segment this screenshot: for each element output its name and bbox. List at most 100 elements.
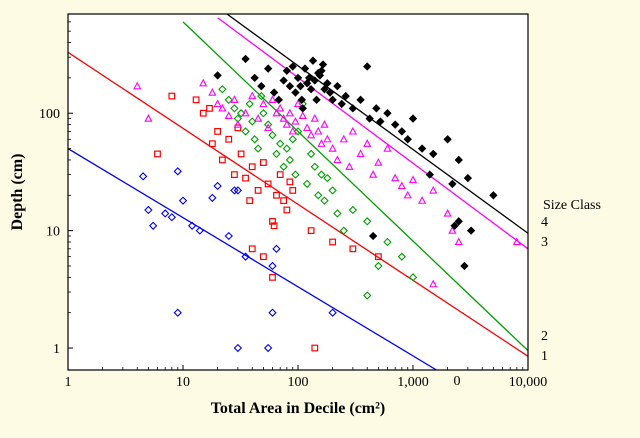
point-4-12 [293, 73, 303, 83]
series-1 [68, 51, 528, 357]
fit-line-1 [68, 51, 528, 357]
point-4-37 [365, 114, 374, 123]
point-2-30 [328, 186, 337, 195]
point-3-32 [333, 155, 342, 164]
point-2-8 [250, 135, 259, 144]
point-3-27 [314, 126, 323, 135]
point-4-34 [348, 104, 358, 113]
point-3-30 [323, 134, 332, 143]
point-3-44 [408, 175, 418, 184]
point-3-4 [213, 99, 222, 108]
point-1-23 [283, 206, 291, 214]
point-4-56 [460, 261, 469, 271]
point-1-6 [214, 128, 222, 135]
point-2-32 [339, 226, 348, 235]
point-0-3 [161, 209, 170, 218]
point-3-25 [306, 130, 316, 139]
point-4-32 [337, 99, 346, 109]
point-2-31 [333, 209, 342, 218]
point-4-42 [397, 127, 407, 136]
point-0-4 [167, 213, 177, 222]
point-4-47 [443, 135, 452, 144]
legend-label-1: 1 [541, 349, 548, 364]
point-1-29 [307, 227, 315, 235]
point-0-8 [195, 226, 204, 235]
point-3-36 [356, 149, 365, 158]
point-4-2 [250, 73, 259, 83]
point-3-34 [345, 162, 354, 170]
point-3-51 [429, 279, 438, 288]
point-2-14 [272, 149, 281, 159]
point-1-18 [269, 217, 276, 225]
point-2-1 [224, 95, 233, 105]
point-2-17 [282, 144, 292, 153]
point-3-23 [298, 111, 307, 119]
point-2-9 [253, 144, 263, 153]
point-1-13 [246, 197, 254, 205]
point-3-1 [144, 114, 153, 122]
point-1-21 [276, 171, 284, 179]
point-0-1 [144, 205, 153, 215]
point-3-12 [259, 99, 268, 108]
point-3-50 [512, 237, 521, 246]
point-3-49 [454, 237, 463, 246]
point-4-40 [383, 109, 392, 118]
point-0-2 [148, 221, 158, 230]
point-0-14 [241, 252, 250, 261]
point-0-10 [213, 181, 222, 191]
point-1-27 [259, 253, 267, 261]
point-3-40 [383, 143, 392, 152]
point-1-7 [218, 156, 226, 164]
point-4-54 [450, 221, 459, 230]
point-4-43 [403, 135, 412, 144]
point-1-17 [264, 180, 272, 188]
point-3-14 [268, 95, 277, 103]
legend-label-4: 4 [541, 215, 548, 230]
point-1-15 [254, 187, 262, 194]
point-2-33 [348, 205, 358, 215]
point-4-11 [291, 88, 300, 97]
point-4-6 [274, 95, 283, 105]
series-4 [213, 14, 528, 271]
point-1-30 [329, 238, 337, 246]
point-1-8 [225, 135, 233, 143]
point-4-18 [304, 73, 314, 83]
point-2-29 [323, 173, 332, 183]
point-2-25 [310, 162, 319, 171]
point-4-39 [376, 117, 385, 126]
point-1-4 [206, 104, 213, 112]
fit-line-0 [68, 148, 437, 370]
x-tick-label: 10,000 [509, 375, 548, 390]
plot-frame [67, 13, 529, 371]
point-4-22 [312, 95, 321, 105]
point-0-5 [173, 167, 182, 176]
point-4-25 [317, 66, 326, 75]
point-3-5 [218, 103, 227, 112]
point-0-13 [233, 186, 243, 195]
point-4-27 [320, 85, 329, 94]
point-1-22 [280, 197, 288, 205]
point-3-2 [199, 78, 208, 87]
point-4-38 [372, 104, 381, 113]
point-4-8 [282, 66, 292, 75]
point-0-11 [224, 231, 233, 241]
point-3-24 [302, 123, 312, 132]
y-tick-label: 1 [53, 342, 60, 357]
point-4-21 [310, 76, 319, 85]
point-4-33 [341, 91, 350, 101]
point-1-14 [248, 163, 256, 171]
point-3-0 [133, 81, 142, 90]
point-3-26 [310, 114, 319, 122]
fit-line-2 [182, 21, 528, 352]
point-3-17 [279, 114, 288, 122]
point-4-10 [288, 62, 297, 71]
point-3-9 [241, 108, 250, 117]
point-3-11 [254, 114, 263, 122]
point-3-16 [276, 103, 285, 112]
fit-line-3 [217, 17, 528, 250]
point-4-30 [328, 95, 337, 105]
point-2-23 [302, 179, 312, 189]
point-0-12 [230, 186, 239, 195]
plot-area [68, 14, 528, 370]
